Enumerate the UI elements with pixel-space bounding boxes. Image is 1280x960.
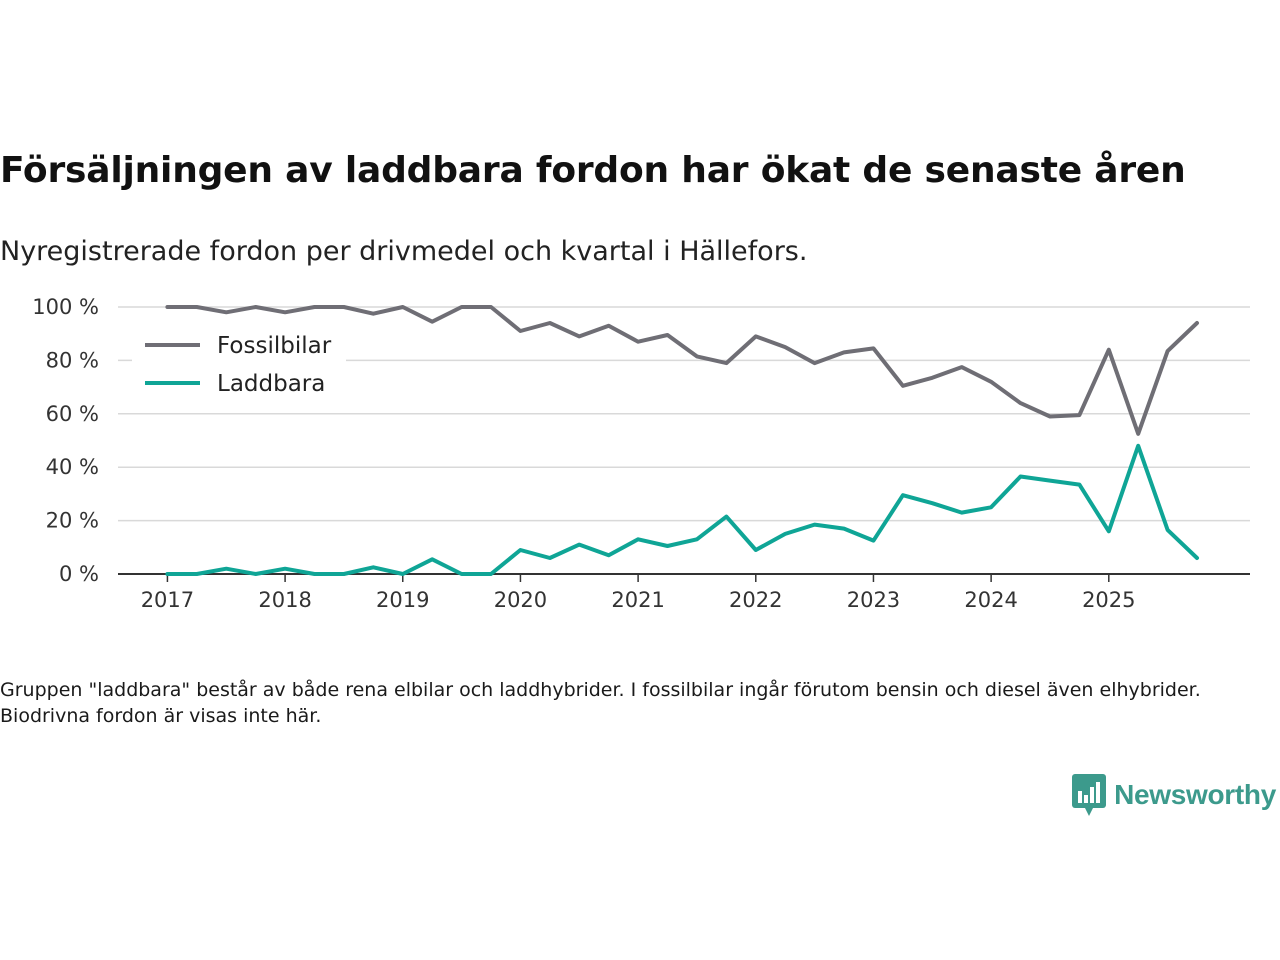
legend-background — [132, 326, 346, 402]
y-tick-label: 100 % — [32, 295, 99, 319]
x-tick-label: 2025 — [1082, 588, 1135, 612]
x-tick-label: 2020 — [494, 588, 547, 612]
legend-label: Fossilbilar — [217, 333, 332, 359]
legend: Fossilbilar Laddbara — [132, 326, 346, 402]
chart-title: Försäljningen av laddbara fordon har öka… — [0, 150, 1186, 191]
newsworthy-logo-icon — [1072, 774, 1107, 816]
x-tick-label: 2018 — [258, 588, 311, 612]
x-tick-label: 2019 — [376, 588, 429, 612]
footnote: Gruppen "laddbara" består av både rena e… — [0, 679, 1201, 727]
y-tick-label: 40 % — [46, 455, 99, 479]
line-chart: 0 % 20 % 40 % 60 % 80 % 100 % 2017 2018 2019 2020… — [32, 295, 1250, 612]
legend-label: Laddbara — [217, 371, 325, 397]
series-lines — [165, 305, 1199, 576]
series-line-laddbara — [165, 443, 1199, 576]
x-tick-label: 2021 — [611, 588, 664, 612]
brand-name: Newsworthy — [1114, 779, 1276, 810]
x-tick-label: 2022 — [729, 588, 782, 612]
x-tick-label: 2023 — [847, 588, 900, 612]
y-tick-label: 20 % — [46, 509, 99, 533]
brand-logo: Newsworthy — [1072, 774, 1276, 816]
y-tick-label: 60 % — [46, 402, 99, 426]
y-tick-label: 0 % — [59, 562, 99, 586]
x-tick-label: 2024 — [964, 588, 1017, 612]
x-tick-label: 2017 — [141, 588, 194, 612]
series-line-fossilbilar — [165, 305, 1199, 436]
y-tick-label: 80 % — [46, 348, 99, 372]
chart-subtitle: Nyregistrerade fordon per drivmedel och … — [0, 236, 808, 267]
